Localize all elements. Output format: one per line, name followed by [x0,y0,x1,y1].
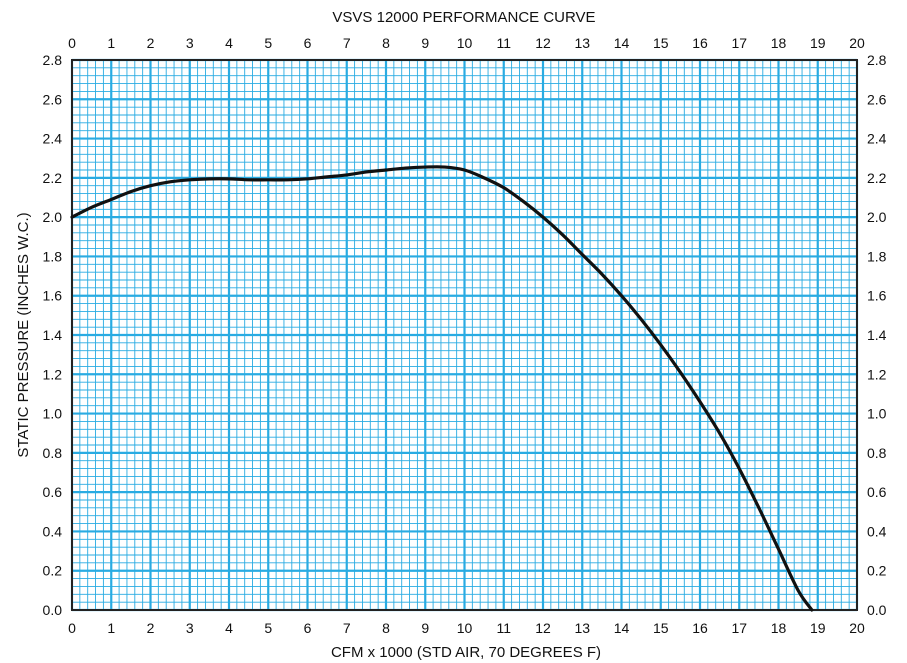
x-tick-label-bottom: 19 [810,620,826,636]
performance-curve-line [70,165,814,612]
x-tick-label-bottom: 15 [653,620,669,636]
y-tick-label-left: 1.0 [43,406,63,422]
y-tick-label-right: 2.0 [867,209,887,225]
x-tick-label-top: 15 [653,35,669,51]
x-tick-label-bottom: 6 [304,620,312,636]
y-tick-label-left: 2.0 [43,209,63,225]
x-tick-label-bottom: 18 [771,620,787,636]
y-tick-label-left: 0.4 [43,523,63,539]
x-tick-label-top: 2 [147,35,155,51]
x-tick-label-top: 11 [496,35,511,51]
x-tick-label-top: 8 [382,35,390,51]
x-tick-label-bottom: 0 [68,620,76,636]
x-tick-label-top: 17 [731,35,747,51]
x-tick-label-bottom: 17 [731,620,747,636]
y-tick-label-left: 2.2 [43,170,63,186]
x-tick-label-bottom: 1 [107,620,115,636]
x-tick-label-bottom: 20 [849,620,865,636]
y-axis-label: STATIC PRESSURE (INCHES W.C.) [15,212,32,457]
y-tick-label-left: 1.2 [43,366,63,382]
y-tick-label-right: 2.4 [867,131,887,147]
x-tick-label-top: 4 [225,35,233,51]
y-tick-label-right: 2.8 [867,52,887,68]
x-tick-label-top: 6 [304,35,312,51]
x-tick-label-top: 10 [457,35,473,51]
tick-labels: 0011223344556677889910101111121213131414… [43,35,887,636]
y-tick-label-left: 1.4 [43,327,63,343]
x-tick-label-bottom: 7 [343,620,351,636]
curve-layer [70,165,814,612]
x-tick-label-bottom: 11 [496,620,511,636]
y-tick-label-left: 2.4 [43,131,63,147]
y-tick-label-left: 0.8 [43,445,63,461]
x-tick-label-bottom: 9 [421,620,429,636]
x-tick-label-top: 12 [535,35,551,51]
x-tick-label-top: 0 [68,35,76,51]
y-tick-label-right: 1.2 [867,366,887,382]
y-tick-label-left: 0.2 [43,563,63,579]
x-tick-label-top: 3 [186,35,194,51]
x-tick-label-top: 13 [574,35,590,51]
plot-border [71,59,858,611]
y-tick-label-right: 0.4 [867,523,887,539]
x-tick-label-bottom: 5 [264,620,272,636]
grid [70,58,859,612]
x-tick-label-bottom: 8 [382,620,390,636]
y-tick-label-left: 0.0 [43,602,63,618]
y-tick-label-right: 1.6 [867,288,887,304]
x-tick-label-bottom: 14 [614,620,630,636]
x-tick-label-top: 9 [421,35,429,51]
x-tick-label-top: 20 [849,35,865,51]
y-tick-label-left: 0.6 [43,484,63,500]
x-tick-label-bottom: 3 [186,620,194,636]
x-tick-label-top: 19 [810,35,826,51]
x-axis-label: CFM x 1000 (STD AIR, 70 DEGREES F) [331,644,601,661]
y-tick-label-left: 1.8 [43,248,63,264]
plot-frame [71,59,858,611]
x-tick-label-top: 7 [343,35,351,51]
chart-title: VSVS 12000 PERFORMANCE CURVE [332,9,595,26]
x-tick-label-top: 18 [771,35,787,51]
x-tick-label-top: 14 [614,35,630,51]
x-tick-label-bottom: 2 [147,620,155,636]
x-tick-label-top: 1 [107,35,115,51]
x-tick-label-bottom: 12 [535,620,551,636]
x-tick-label-bottom: 4 [225,620,233,636]
y-tick-label-right: 1.4 [867,327,887,343]
y-tick-label-left: 2.6 [43,91,63,107]
x-tick-label-bottom: 13 [574,620,590,636]
x-tick-label-bottom: 10 [457,620,473,636]
y-tick-label-right: 0.2 [867,563,887,579]
x-tick-label-top: 5 [264,35,272,51]
y-tick-label-right: 0.6 [867,484,887,500]
y-tick-label-right: 1.0 [867,406,887,422]
y-tick-label-right: 1.8 [867,248,887,264]
y-tick-label-right: 0.8 [867,445,887,461]
y-tick-label-right: 2.6 [867,91,887,107]
x-tick-label-bottom: 16 [692,620,708,636]
y-tick-label-left: 2.8 [43,52,63,68]
x-tick-label-top: 16 [692,35,708,51]
y-tick-label-left: 1.6 [43,288,63,304]
y-tick-label-right: 0.0 [867,602,887,618]
y-tick-label-right: 2.2 [867,170,887,186]
